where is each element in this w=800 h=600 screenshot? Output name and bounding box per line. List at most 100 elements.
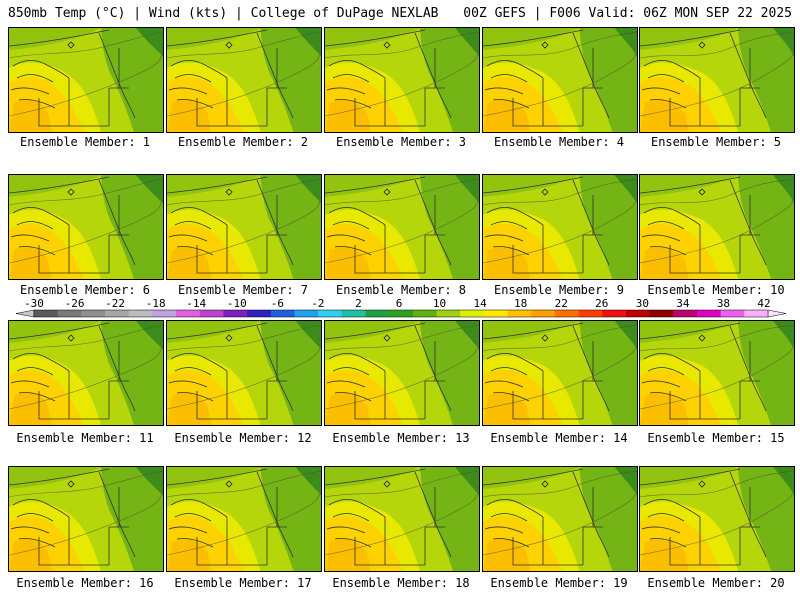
map-image	[167, 467, 321, 571]
colorbar-swatch	[673, 310, 698, 317]
ensemble-member-map	[8, 27, 164, 133]
colorbar-swatch	[152, 310, 177, 317]
ensemble-member-map	[324, 174, 480, 280]
ensemble-member-label: Ensemble Member: 14	[490, 431, 628, 445]
colorbar-tick-label: -22	[105, 297, 125, 310]
ensemble-member-map	[324, 27, 480, 133]
ensemble-member-label: Ensemble Member: 3	[335, 135, 467, 149]
ensemble-member-map	[324, 320, 480, 426]
colorbar-swatch	[341, 310, 366, 317]
colorbar-tick-label: 38	[717, 297, 730, 310]
ensemble-member-map	[482, 174, 638, 280]
colorbar-tick-label: 22	[555, 297, 568, 310]
map-image	[167, 321, 321, 425]
colorbar-swatch	[578, 310, 603, 317]
map-image	[640, 175, 794, 279]
ensemble-member-map	[166, 466, 322, 572]
map-image	[640, 321, 794, 425]
ensemble-member-label: Ensemble Member: 17	[174, 576, 312, 590]
run-valid-time: 00Z GEFS | F006 Valid: 06Z MON SEP 22 20…	[463, 6, 792, 21]
map-image	[167, 175, 321, 279]
colorbar-swatch	[720, 310, 745, 317]
ensemble-member-map	[482, 27, 638, 133]
ensemble-member-label: Ensemble Member: 6	[19, 283, 151, 297]
map-image	[483, 175, 637, 279]
colorbar-swatch	[128, 310, 153, 317]
ensemble-member-map	[8, 174, 164, 280]
map-image	[9, 175, 163, 279]
ensemble-member-label: Ensemble Member: 19	[490, 576, 628, 590]
colorbar-tick-label: -10	[227, 297, 247, 310]
map-image	[167, 28, 321, 132]
ensemble-member-label: Ensemble Member: 10	[647, 283, 785, 297]
map-image	[9, 28, 163, 132]
map-image	[325, 28, 479, 132]
colorbar-swatch	[625, 310, 650, 317]
colorbar-swatch	[602, 310, 627, 317]
colorbar-swatch	[436, 310, 461, 317]
colorbar-swatch	[223, 310, 248, 317]
ensemble-member-label: Ensemble Member: 9	[493, 283, 625, 297]
ensemble-member-label: Ensemble Member: 11	[16, 431, 154, 445]
ensemble-member-map	[639, 466, 795, 572]
map-image	[325, 175, 479, 279]
colorbar-swatch	[531, 310, 556, 317]
colorbar-swatch	[507, 310, 532, 317]
colorbar-swatch	[365, 310, 390, 317]
map-image	[483, 467, 637, 571]
ensemble-member-label: Ensemble Member: 5	[650, 135, 782, 149]
colorbar-swatch	[460, 310, 485, 317]
ensemble-member-label: Ensemble Member: 20	[647, 576, 785, 590]
ensemble-member-map	[639, 174, 795, 280]
ensemble-member-label: Ensemble Member: 15	[647, 431, 785, 445]
map-image	[640, 28, 794, 132]
colorbar-swatch	[649, 310, 674, 317]
map-image	[483, 28, 637, 132]
colorbar-tick-label: 10	[433, 297, 446, 310]
map-image	[9, 321, 163, 425]
ensemble-member-map	[166, 174, 322, 280]
colorbar-swatch	[483, 310, 508, 317]
map-image	[325, 467, 479, 571]
ensemble-member-map	[166, 320, 322, 426]
ensemble-member-map	[482, 466, 638, 572]
colorbar-swatch	[176, 310, 201, 317]
colorbar-tick-label: 14	[473, 297, 487, 310]
colorbar-tick-label: 34	[676, 297, 690, 310]
colorbar-tick-label: -14	[186, 297, 206, 310]
ensemble-member-map	[639, 27, 795, 133]
product-title: 850mb Temp (°C) | Wind (kts) | College o…	[8, 6, 439, 21]
colorbar-tick-label: -30	[24, 297, 44, 310]
colorbar-swatch	[105, 310, 130, 317]
colorbar-max-arrow	[767, 309, 787, 318]
map-image	[483, 321, 637, 425]
ensemble-member-label: Ensemble Member: 18	[332, 576, 470, 590]
map-image	[9, 467, 163, 571]
ensemble-member-map	[324, 466, 480, 572]
map-image	[325, 321, 479, 425]
temperature-colorbar: -30 -26 -22 -18 -14 -10 -6 -2 2 6 10 14 18 22 26 30 34 38…	[15, 297, 787, 318]
colorbar-swatch	[57, 310, 82, 317]
map-image	[640, 467, 794, 571]
ensemble-member-map	[639, 320, 795, 426]
ensemble-member-label: Ensemble Member: 13	[332, 431, 470, 445]
colorbar-tick-label: -18	[146, 297, 166, 310]
colorbar-min-arrow	[15, 309, 35, 318]
ensemble-member-map	[166, 27, 322, 133]
ensemble-member-label: Ensemble Member: 8	[335, 283, 467, 297]
colorbar-tick-label: 26	[595, 297, 608, 310]
colorbar-tick-label: -2	[311, 297, 324, 310]
colorbar-swatch	[247, 310, 272, 317]
colorbar-swatch	[554, 310, 579, 317]
colorbar-tick-label: 2	[355, 297, 362, 310]
colorbar-swatch	[270, 310, 295, 317]
ensemble-member-map	[8, 320, 164, 426]
colorbar-swatch	[696, 310, 721, 317]
colorbar-swatch	[199, 310, 224, 317]
ensemble-member-label: Ensemble Member: 2	[177, 135, 309, 149]
colorbar-tick-label: 30	[636, 297, 649, 310]
colorbar-swatch	[34, 310, 58, 317]
ensemble-member-map	[8, 466, 164, 572]
ensemble-member-label: Ensemble Member: 4	[493, 135, 625, 149]
colorbar-swatch	[81, 310, 106, 317]
